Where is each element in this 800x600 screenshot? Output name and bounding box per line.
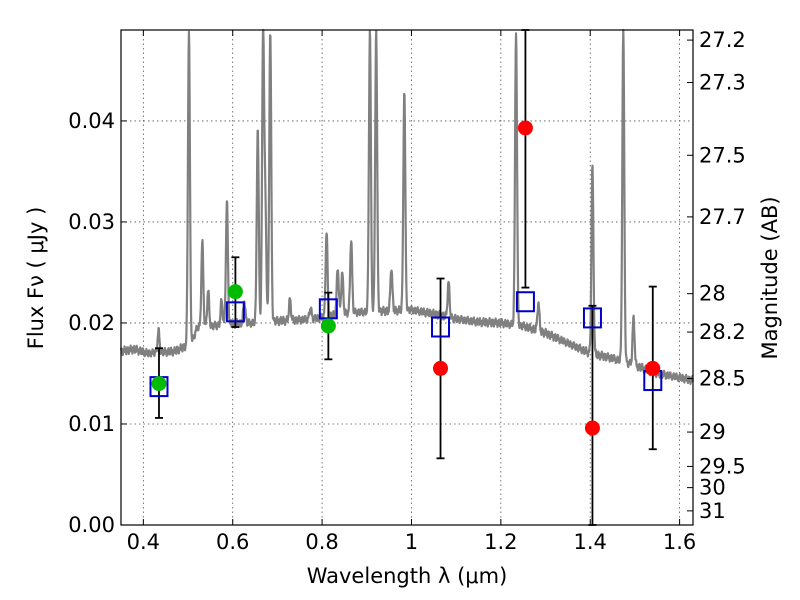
y-tick-label: 0.01 [68,412,115,436]
x-tick-label: 1.6 [663,530,696,554]
x-tick-label: 1.4 [574,530,607,554]
x-axis-label: Wavelength λ (μm) [307,564,508,588]
x-tick-label: 0.8 [305,530,338,554]
low-sn-point [433,360,449,376]
y-tick-label: 0.03 [68,210,115,234]
model-photometry-square [515,291,535,313]
model-photometry-square [225,301,245,323]
model-photometry-square [431,316,451,338]
right-tick-label: 28 [699,282,726,306]
low-sn-point [584,420,600,436]
right-tick-label: 27.7 [699,205,746,229]
detection-point [320,318,336,334]
right-tick-label: 29 [699,420,726,444]
right-tick-label: 28.5 [699,367,746,391]
right-tick-label: 27.2 [699,28,746,52]
model-photometry-square [318,298,338,320]
grid [121,30,693,525]
right-tick-label: 31 [699,499,726,523]
right-tick-label: 27.5 [699,143,746,167]
x-tick-label: 1 [405,530,418,554]
x-tick-label: 1.2 [484,530,517,554]
data-markers [149,120,663,436]
plot-frame [120,29,694,526]
spectrum-line [119,28,695,385]
low-sn-point [517,120,533,136]
y-tick-label: 0.02 [68,311,115,335]
right-tick-label: 27.3 [699,71,746,95]
y-tick-label: 0.00 [68,513,115,537]
right-tick-label: 29.5 [699,454,746,478]
detection-point [151,376,167,392]
right-tick-label: 28.2 [699,320,746,344]
model-spectrum [119,28,695,385]
right-axis-label: Magnitude (AB) [758,196,782,359]
right-tick-label: 30 [699,476,726,500]
axis-ticks: 0.4 0.6 0.8 1 1.2 1.4 1.6 0.00 0.01 0.02 0.03 0.04 2… [68,28,746,554]
x-tick-label: 0.4 [127,530,160,554]
low-sn-point [645,360,661,376]
detection-point [227,284,243,300]
x-tick-label: 0.6 [216,530,249,554]
y-axis-label: Flux Fν ( μJy ) [24,207,48,350]
model-photometry-square [582,307,602,329]
y-tick-label: 0.04 [68,109,115,133]
